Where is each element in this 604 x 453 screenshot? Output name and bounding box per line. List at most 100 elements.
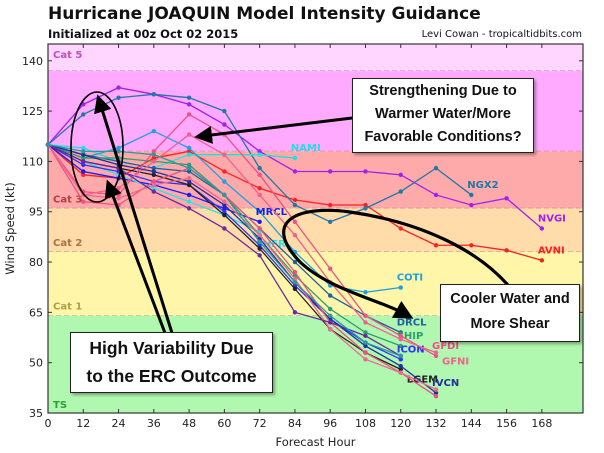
x-tick-label: 108	[355, 417, 376, 430]
data-point	[151, 92, 157, 97]
data-point	[222, 179, 227, 184]
annotation-erc: High Variability Due to the ERC Outcome	[70, 332, 273, 393]
data-point	[292, 197, 298, 203]
data-point	[186, 149, 192, 154]
data-point	[398, 172, 403, 178]
data-point	[151, 172, 157, 178]
data-point	[116, 85, 121, 90]
x-tick-label: 96	[323, 417, 337, 430]
data-point	[186, 102, 192, 107]
data-point	[222, 199, 227, 204]
annotation-line: Favorable Conditions?	[364, 129, 522, 145]
arrow-erc-1	[94, 94, 174, 334]
x-tick-label: 12	[76, 417, 90, 430]
data-point	[81, 102, 86, 107]
y-tick-label: 110	[22, 155, 43, 168]
data-point	[222, 226, 227, 231]
data-point	[116, 95, 121, 100]
data-point	[327, 169, 333, 174]
data-point	[151, 149, 157, 154]
data-point	[398, 285, 403, 290]
band-cat-5	[48, 44, 583, 71]
band-label: Cat 1	[53, 302, 82, 313]
x-tick-label: 0	[45, 417, 52, 430]
data-point	[151, 189, 157, 194]
series-label: GFDI	[432, 341, 459, 352]
data-point	[398, 333, 403, 339]
data-point	[186, 199, 192, 204]
data-point	[327, 202, 333, 208]
data-point	[363, 357, 368, 362]
annotation-line: to the ERC Outcome	[86, 366, 257, 386]
data-point	[186, 95, 192, 100]
data-point	[257, 209, 262, 214]
data-point	[363, 343, 368, 349]
erc-ellipse	[70, 91, 124, 203]
data-point	[151, 159, 157, 164]
data-point	[363, 313, 368, 318]
data-point	[363, 333, 368, 339]
data-point	[363, 320, 368, 325]
annotation-line: High Variability Due	[89, 338, 254, 358]
data-point	[222, 212, 227, 218]
data-point	[363, 350, 368, 355]
data-point	[433, 165, 439, 171]
series-label: MRCL	[256, 207, 288, 218]
cooler-curve	[282, 208, 514, 292]
data-point	[292, 155, 298, 161]
x-tick-label: 72	[253, 417, 267, 430]
series-unlabeled-17	[45, 142, 403, 359]
data-point	[81, 155, 86, 161]
series-label: LGEM	[407, 374, 438, 385]
data-point	[81, 112, 86, 117]
chart-credit: Levi Cowan - tropicaltidbits.com	[421, 29, 582, 40]
data-point	[363, 290, 368, 295]
series-label: SHFR	[256, 239, 286, 250]
chart-title: Hurricane JOAQUIN Model Intensity Guidan…	[48, 4, 481, 24]
data-point	[327, 293, 333, 298]
data-point	[151, 169, 157, 174]
data-point	[327, 306, 333, 312]
x-tick-label: 84	[288, 417, 302, 430]
y-tick-label: 140	[22, 55, 43, 68]
data-point	[257, 233, 262, 238]
arrow-strengthening	[194, 116, 353, 144]
data-point	[469, 243, 474, 248]
annotation-strengthening: Strengthening Due to Warmer Water/More F…	[352, 78, 534, 153]
data-point	[327, 326, 333, 332]
data-point	[292, 259, 298, 265]
data-point	[151, 186, 157, 191]
data-point	[257, 172, 262, 178]
data-point	[327, 313, 333, 318]
data-point	[257, 165, 262, 171]
data-point	[186, 162, 192, 167]
data-point	[151, 152, 157, 157]
annotation-line: Cooler Water and	[450, 291, 570, 307]
x-tick-label: 132	[426, 417, 447, 430]
data-point	[292, 286, 298, 292]
data-point	[398, 367, 403, 372]
arrow-cooler	[298, 260, 414, 319]
data-point	[433, 243, 439, 248]
annotation-line: Strengthening Due to	[369, 83, 517, 99]
data-point	[363, 206, 368, 211]
x-tick-label: 168	[531, 417, 552, 430]
annotation-line: Warmer Water/More	[375, 106, 511, 122]
y-tick-label: 125	[22, 105, 43, 118]
data-point	[151, 179, 157, 184]
data-point	[327, 320, 333, 325]
data-point	[469, 192, 474, 198]
data-point	[81, 159, 86, 164]
y-tick-label: 35	[29, 407, 43, 420]
data-point	[398, 343, 403, 349]
x-tick-label: 36	[147, 417, 161, 430]
series-label: IVCN	[432, 378, 459, 389]
data-point	[116, 186, 121, 191]
data-point	[186, 192, 192, 198]
data-point	[433, 390, 439, 396]
data-point	[398, 226, 403, 231]
data-point	[398, 363, 403, 369]
data-point	[433, 394, 439, 399]
data-point	[222, 108, 227, 114]
data-point	[222, 192, 227, 198]
